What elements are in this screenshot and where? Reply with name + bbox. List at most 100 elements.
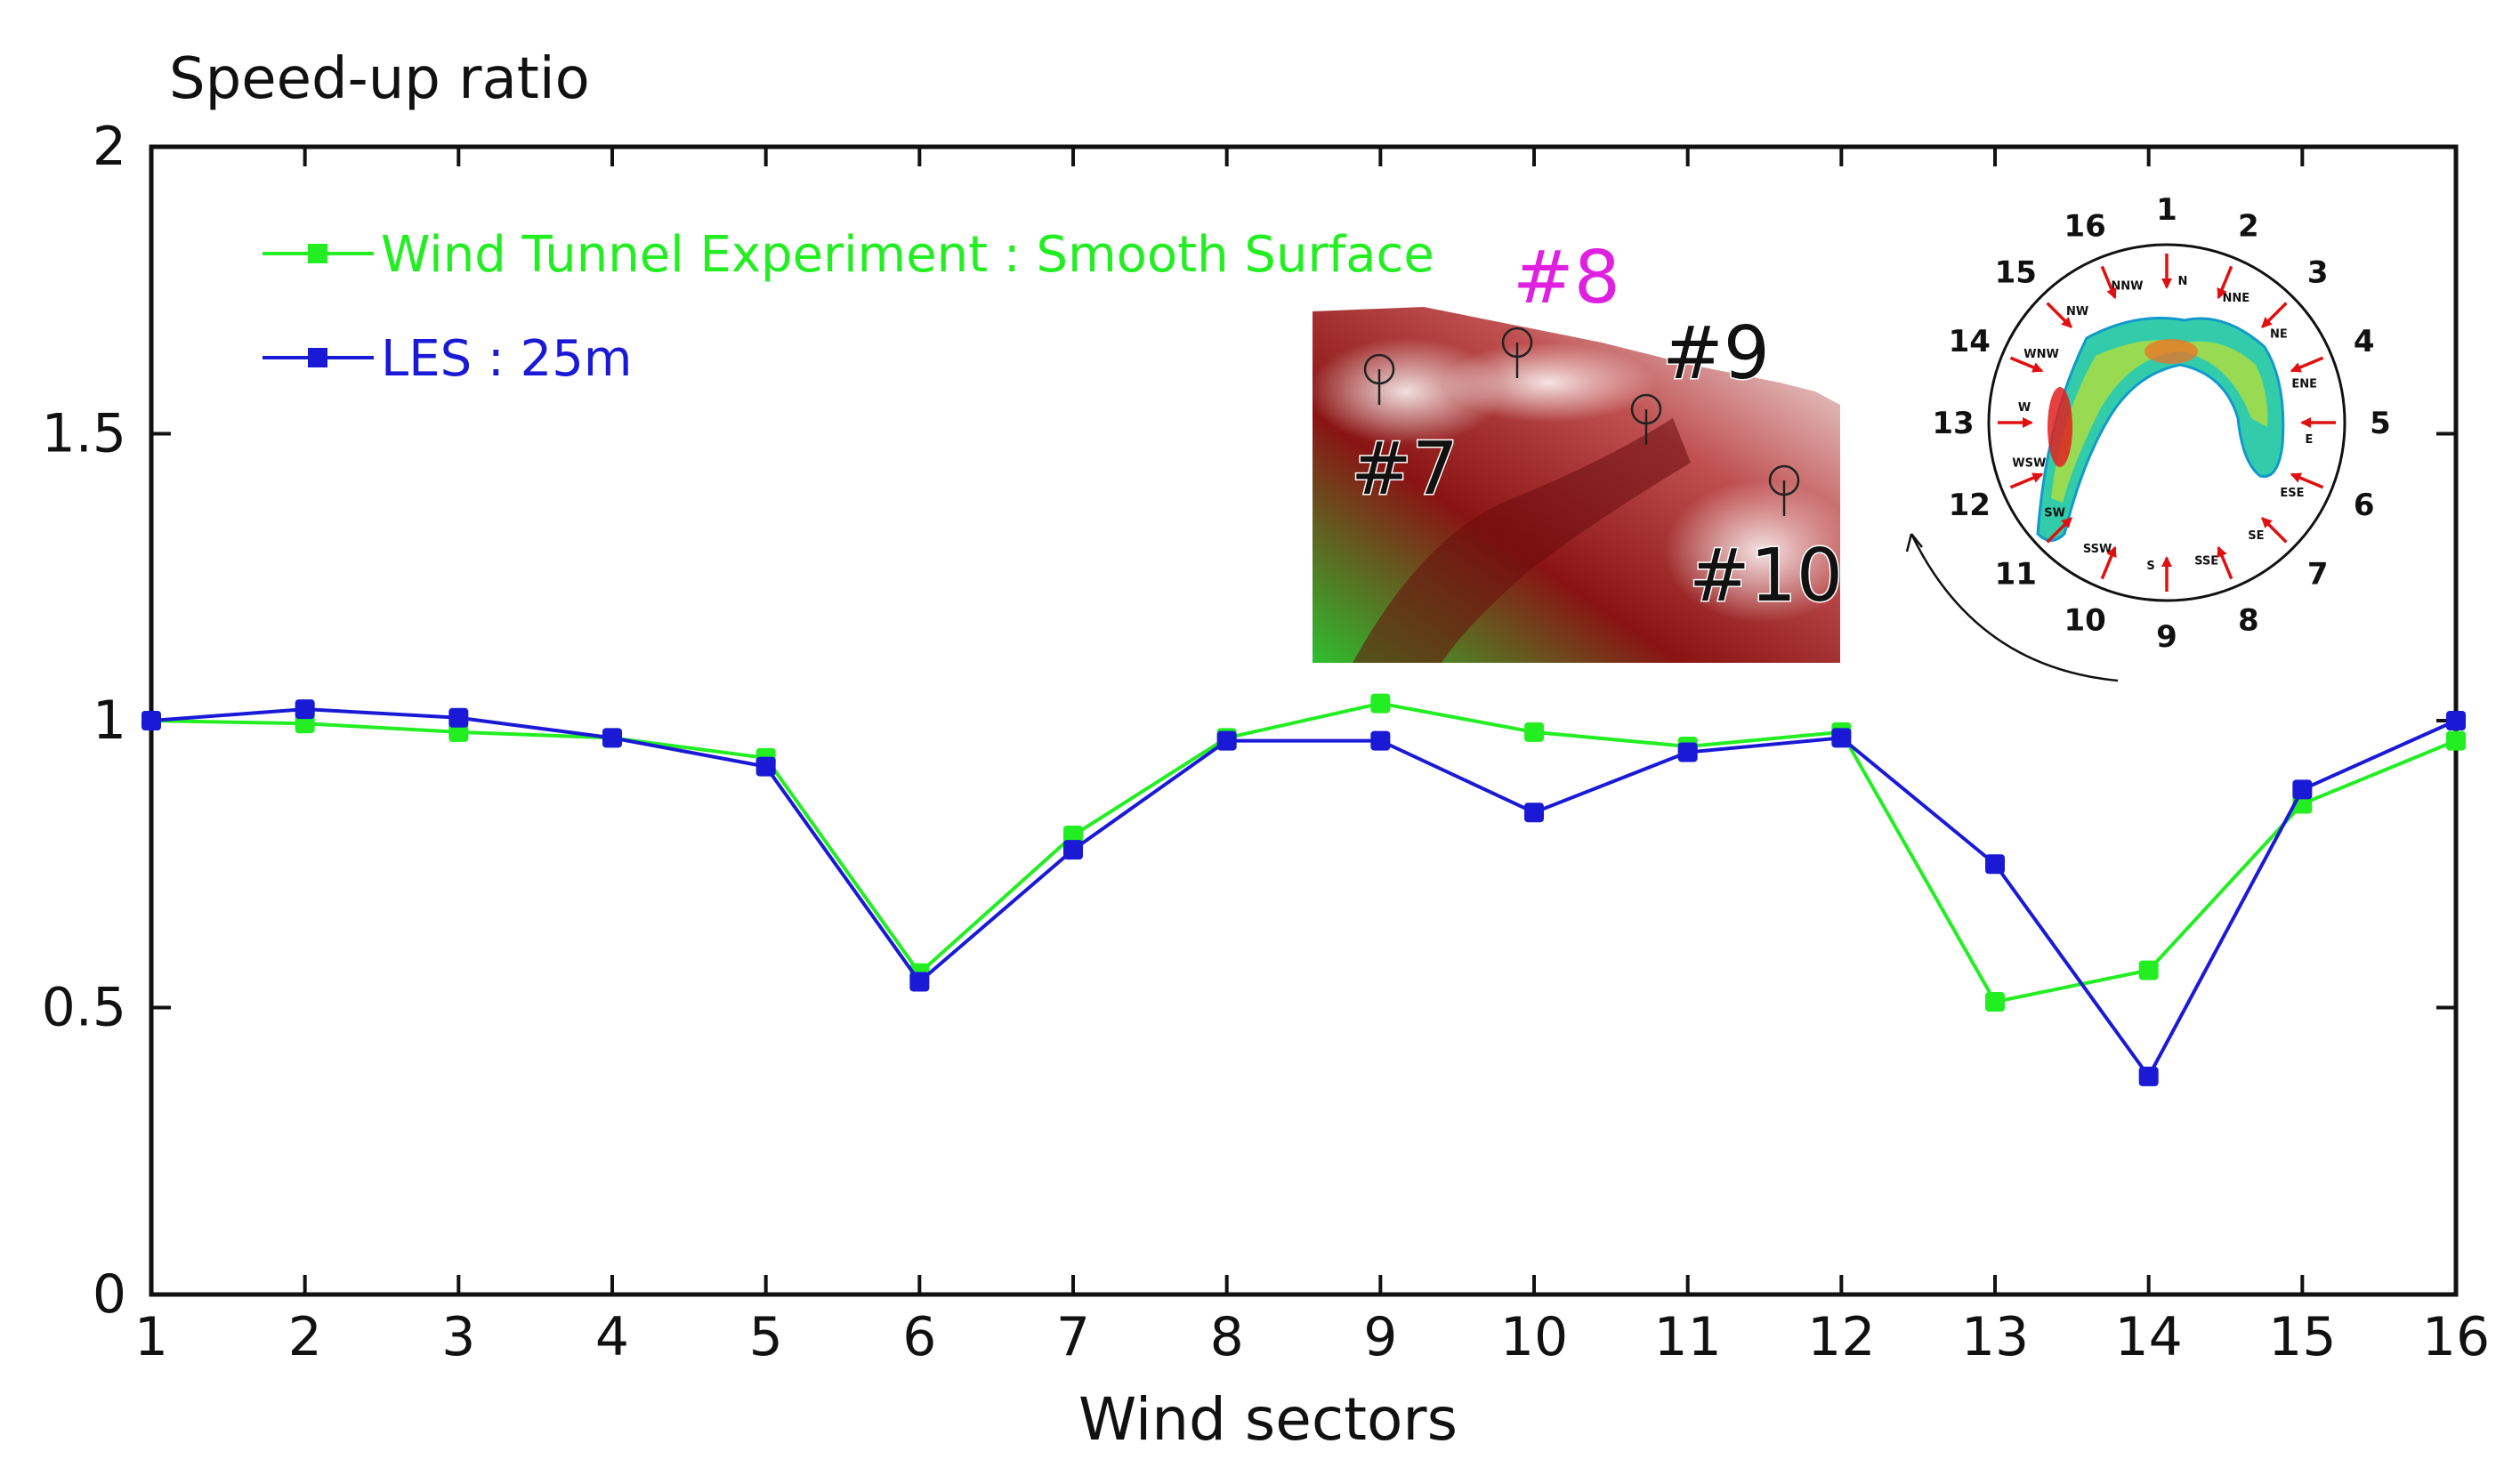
compass-sector-number: 6 [2354, 488, 2375, 523]
compass-arrowhead [2031, 472, 2044, 483]
compass-sector-number: 12 [1949, 488, 1991, 523]
compass-direction-label: NW [2066, 305, 2088, 319]
data-point [755, 756, 776, 777]
compass-direction-label: NNE [2223, 292, 2250, 305]
compass-arrowhead [2290, 362, 2302, 373]
compass-arrowhead [2106, 287, 2117, 300]
turbine-label-8: #8 [1513, 236, 1620, 320]
data-point [909, 972, 930, 992]
data-point [2292, 779, 2313, 800]
y-tick-label: 0.5 [42, 977, 126, 1039]
x-tick-label: 2 [288, 1306, 322, 1368]
data-point [2446, 730, 2466, 751]
turbine-icon [1363, 327, 1800, 516]
compass-direction-label: SSW [2083, 543, 2112, 556]
compass-direction-label: SE [2248, 529, 2264, 543]
compass-sector-number: 5 [2370, 406, 2391, 441]
x-tick-label: 16 [2422, 1306, 2490, 1368]
x-axis-label: Wind sectors [1078, 1385, 1458, 1454]
compass-direction-label: SW [2044, 506, 2065, 520]
compass-ring [1987, 243, 2346, 602]
x-tick-label: 4 [595, 1306, 629, 1368]
compass-direction-label: NE [2270, 328, 2288, 342]
y-tick-label: 0 [93, 1263, 126, 1326]
compass-arrowhead [2061, 317, 2072, 328]
terrain-valley-shade [1353, 418, 1691, 663]
compass-sector-number: 1 [2156, 192, 2177, 228]
series-line-wind-tunnel [150, 701, 2457, 1004]
y-axis-label: Speed-up ratio [169, 46, 590, 112]
x-tick-label: 7 [1056, 1306, 1090, 1368]
data-point [1831, 728, 1852, 748]
data-point [1370, 730, 1391, 751]
x-tick-label: 8 [1210, 1306, 1244, 1368]
data-point [1677, 742, 1698, 762]
terrain-ridge-highlight [1442, 343, 1655, 423]
legend-marker-les [308, 348, 327, 367]
x-tick-label: 14 [2114, 1306, 2182, 1368]
x-tick-label: 13 [1961, 1306, 2029, 1368]
compass-arrowhead [2023, 417, 2033, 428]
compass-arrowhead [2217, 287, 2227, 300]
compass-sector-number: 3 [2307, 254, 2329, 290]
y-tick-label: 1 [93, 690, 126, 752]
x-tick-label: 1 [134, 1306, 168, 1368]
data-point [1524, 722, 1544, 742]
compass-direction-label: E [2306, 433, 2314, 447]
compass-direction-label: S [2146, 560, 2154, 573]
terrain-inset: #7 #8 #9 #10 [1308, 236, 1860, 663]
x-tick-label: 10 [1500, 1306, 1568, 1368]
compass-inset: 1 N 2 NNE 3 NE 4 ENE 5 E 6 ESE 7 SE 8 SSE 9 S 10 SSW 11 SW 12 W… [1905, 192, 2391, 682]
x-tick-label: 15 [2268, 1306, 2336, 1368]
compass-direction-label: ENE [2291, 377, 2317, 391]
data-point [2138, 1066, 2159, 1086]
x-tick-label: 5 [749, 1306, 783, 1368]
data-point [1985, 992, 2005, 1012]
compass-site-peak [2145, 339, 2198, 364]
compass-sector-number: 9 [2156, 619, 2177, 655]
compass-arrowhead [2106, 545, 2117, 558]
x-tick-label: 3 [441, 1306, 475, 1368]
y-tick-label: 1.5 [42, 403, 126, 465]
compass-arrowhead [2290, 472, 2302, 483]
compass-direction-label: ESE [2280, 487, 2304, 500]
legend-marker-wind-tunnel [308, 244, 327, 263]
compass-site-peak [2048, 387, 2072, 467]
compass-sector-number: 15 [1995, 254, 2037, 290]
data-point [2138, 960, 2159, 980]
x-tick-label: 6 [902, 1306, 936, 1368]
data-point [295, 699, 315, 720]
compass-direction-label: N [2178, 275, 2188, 288]
compass-sector-number: 2 [2238, 208, 2259, 244]
turbine-label-9: #9 [1662, 311, 1770, 396]
compass-direction-label: SSE [2194, 555, 2218, 569]
x-tick-label: 12 [1807, 1306, 1875, 1368]
compass-arrowhead [2161, 556, 2172, 567]
compass-direction-label: NNW [2111, 279, 2143, 293]
compass-arrowhead [2217, 545, 2227, 558]
series-line-les [150, 707, 2457, 1080]
compass-arrowhead [2061, 517, 2072, 528]
data-point [1063, 840, 1083, 860]
data-point [1524, 802, 1544, 823]
compass-sector-number: 4 [2354, 324, 2375, 359]
legend: Wind Tunnel Experiment : Smooth Surface … [263, 226, 1434, 388]
turbine-label-7: #7 [1351, 427, 1458, 512]
compass-sector-number: 11 [1995, 557, 2037, 593]
compass-sector-number: 16 [2064, 208, 2105, 244]
rotation-arrow [1910, 533, 2119, 682]
compass-site-contour-inner [2051, 340, 2268, 503]
data-point [602, 728, 622, 748]
data-point [1370, 693, 1391, 714]
compass-direction-label: W [2018, 401, 2031, 415]
data-point [448, 707, 469, 728]
x-tick-label: 11 [1653, 1306, 1721, 1368]
compass-arrowhead [2261, 317, 2273, 328]
compass-arrowhead [2161, 278, 2172, 289]
data-point [141, 711, 161, 730]
legend-label-les: LES : 25m [381, 330, 632, 388]
compass-sector-number: 8 [2238, 603, 2259, 639]
data-point [2446, 711, 2466, 730]
terrain-ridge-highlight [1664, 480, 1860, 623]
